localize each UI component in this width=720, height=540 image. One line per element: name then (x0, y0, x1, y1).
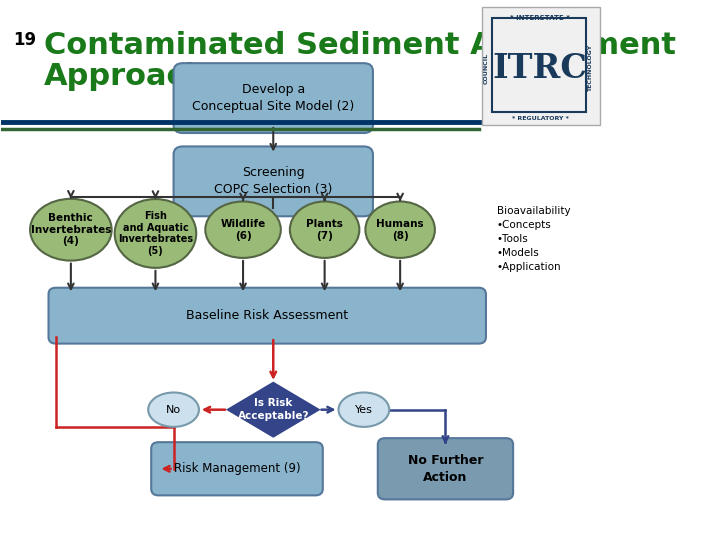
Text: Bioavailability
•Concepts
•Tools
•Models
•Application: Bioavailability •Concepts •Tools •Models… (497, 206, 570, 272)
Text: Contaminated Sediment Assessment
Approach: Contaminated Sediment Assessment Approac… (44, 31, 675, 91)
Text: No Further
Action: No Further Action (408, 454, 483, 484)
FancyBboxPatch shape (492, 17, 585, 112)
Text: Humans
(8): Humans (8) (377, 219, 424, 240)
Ellipse shape (205, 201, 281, 258)
Text: * INTERSTATE *: * INTERSTATE * (510, 15, 570, 21)
Text: Yes: Yes (355, 404, 373, 415)
Text: Baseline Risk Assessment: Baseline Risk Assessment (186, 309, 348, 322)
Text: Risk Management (9): Risk Management (9) (174, 462, 300, 475)
Text: Fish
and Aquatic
Invertebrates
(5): Fish and Aquatic Invertebrates (5) (118, 211, 193, 256)
Polygon shape (228, 383, 318, 436)
Ellipse shape (290, 201, 359, 258)
Text: Plants
(7): Plants (7) (306, 219, 343, 240)
Text: * REGULATORY *: * REGULATORY * (512, 116, 569, 121)
FancyBboxPatch shape (48, 288, 486, 343)
Text: Screening
COPC Selection (3): Screening COPC Selection (3) (214, 166, 333, 197)
Text: Develop a
Conceptual Site Model (2): Develop a Conceptual Site Model (2) (192, 83, 354, 113)
Text: Benthic
Invertebrates
(4): Benthic Invertebrates (4) (31, 213, 111, 246)
FancyBboxPatch shape (378, 438, 513, 500)
FancyBboxPatch shape (151, 442, 323, 495)
Ellipse shape (338, 393, 390, 427)
Text: Wildlife
(6): Wildlife (6) (220, 219, 266, 240)
Text: No: No (166, 404, 181, 415)
FancyBboxPatch shape (482, 7, 600, 125)
Text: TECHNOLOGY: TECHNOLOGY (588, 45, 593, 92)
Text: ITRC: ITRC (493, 52, 588, 85)
Ellipse shape (365, 201, 435, 258)
Ellipse shape (148, 393, 199, 427)
FancyBboxPatch shape (174, 146, 373, 217)
Text: Is Risk
Acceptable?: Is Risk Acceptable? (238, 399, 309, 421)
Text: COUNCIL: COUNCIL (483, 53, 488, 84)
Ellipse shape (114, 199, 197, 268)
Ellipse shape (30, 199, 112, 261)
Text: 19: 19 (14, 31, 37, 49)
FancyBboxPatch shape (174, 63, 373, 133)
